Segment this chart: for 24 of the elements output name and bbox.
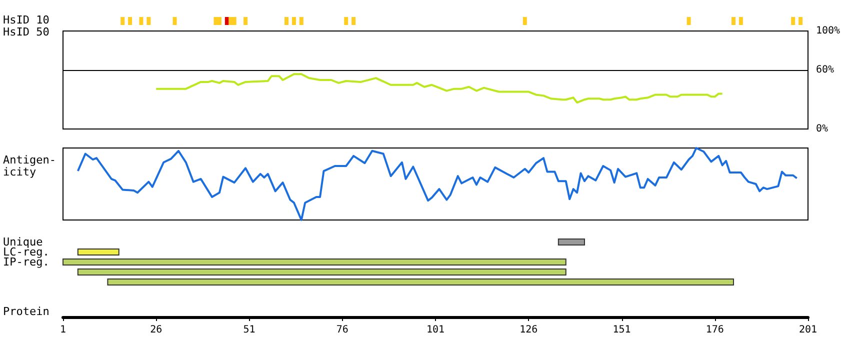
bar (77, 268, 566, 276)
y-axis-title: HsID 10 (3, 14, 50, 26)
x-tick-label: 51 (243, 324, 256, 336)
y-tick-label: Unique (3, 236, 43, 248)
x-tick-label: 176 (706, 324, 724, 336)
bar (107, 278, 734, 286)
y-tick-label: 60% (816, 64, 834, 76)
y-tick-label: 100% (816, 26, 840, 36)
x-tick-label: 151 (612, 324, 631, 336)
x-tick-label: 26 (150, 324, 162, 336)
x-tick-label: 201 (798, 324, 818, 336)
y-axis-title: HsID 50 (3, 26, 50, 38)
x-axis-title: Protein (3, 305, 50, 318)
y-axis-title: Antigen-icity (3, 154, 56, 178)
y-tick-label: LC-reg. (3, 246, 50, 258)
x-tick-label: 76 (336, 324, 348, 336)
line-series (155, 73, 724, 104)
x-tick-label: 126 (520, 324, 538, 336)
bar (77, 248, 120, 256)
x-tick-label: 101 (426, 324, 445, 336)
y-tick-label: 0% (816, 124, 828, 134)
bar (62, 258, 566, 266)
x-tick-label: 1 (60, 324, 66, 336)
bar (558, 238, 585, 246)
